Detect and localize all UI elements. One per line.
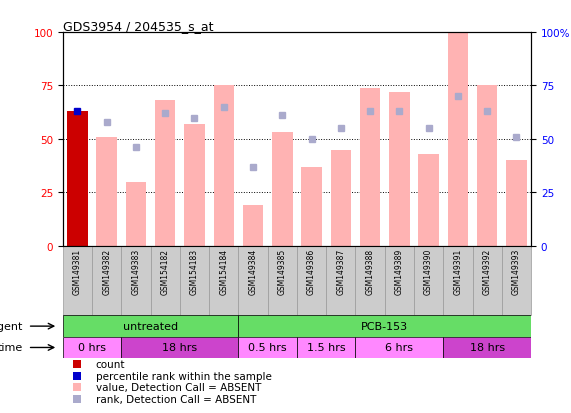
Bar: [472, 246, 502, 316]
Bar: [121, 337, 239, 358]
Bar: [502, 246, 531, 316]
Bar: [360, 88, 380, 246]
Bar: [184, 125, 205, 246]
Bar: [443, 337, 531, 358]
Bar: [243, 206, 263, 246]
Text: value, Detection Call = ABSENT: value, Detection Call = ABSENT: [95, 382, 261, 392]
Bar: [67, 112, 88, 246]
Text: GSM149388: GSM149388: [365, 248, 375, 294]
Bar: [389, 93, 409, 246]
Text: 1.5 hrs: 1.5 hrs: [307, 343, 345, 353]
Bar: [448, 33, 468, 246]
Bar: [268, 246, 297, 316]
Bar: [239, 316, 531, 337]
Bar: [63, 316, 239, 337]
Text: GSM149383: GSM149383: [131, 248, 140, 294]
Text: GSM149386: GSM149386: [307, 248, 316, 294]
Bar: [155, 101, 175, 246]
Bar: [96, 138, 117, 246]
Text: agent: agent: [0, 321, 23, 331]
Bar: [180, 246, 209, 316]
Text: GSM154183: GSM154183: [190, 248, 199, 294]
Bar: [385, 246, 414, 316]
Bar: [272, 133, 292, 246]
Bar: [477, 86, 497, 246]
Text: 18 hrs: 18 hrs: [469, 343, 505, 353]
Text: PCB-153: PCB-153: [361, 321, 408, 331]
Text: 18 hrs: 18 hrs: [162, 343, 198, 353]
Text: percentile rank within the sample: percentile rank within the sample: [95, 371, 271, 381]
Bar: [92, 246, 121, 316]
Text: untreated: untreated: [123, 321, 178, 331]
Bar: [443, 246, 473, 316]
Text: GSM149385: GSM149385: [278, 248, 287, 294]
Text: 6 hrs: 6 hrs: [385, 343, 413, 353]
Text: GSM149384: GSM149384: [248, 248, 258, 294]
Text: GSM149390: GSM149390: [424, 248, 433, 294]
Bar: [414, 246, 443, 316]
Text: GSM149382: GSM149382: [102, 248, 111, 294]
Bar: [121, 246, 151, 316]
Text: GSM149389: GSM149389: [395, 248, 404, 294]
Bar: [301, 167, 322, 246]
Text: time: time: [0, 343, 23, 353]
Bar: [151, 246, 180, 316]
Text: GSM149393: GSM149393: [512, 248, 521, 294]
Text: count: count: [95, 359, 125, 369]
Text: GSM149391: GSM149391: [453, 248, 463, 294]
Bar: [297, 246, 326, 316]
Bar: [297, 337, 355, 358]
Bar: [355, 337, 443, 358]
Bar: [419, 154, 439, 246]
Bar: [331, 150, 351, 246]
Bar: [214, 86, 234, 246]
Text: GSM149387: GSM149387: [336, 248, 345, 294]
Bar: [63, 246, 92, 316]
Text: GSM149381: GSM149381: [73, 248, 82, 294]
Bar: [209, 246, 238, 316]
Bar: [239, 246, 268, 316]
Bar: [63, 337, 121, 358]
Bar: [506, 161, 526, 246]
Text: GDS3954 / 204535_s_at: GDS3954 / 204535_s_at: [63, 20, 214, 33]
Text: rank, Detection Call = ABSENT: rank, Detection Call = ABSENT: [95, 394, 256, 404]
Text: GSM149392: GSM149392: [482, 248, 492, 294]
Bar: [355, 246, 385, 316]
Bar: [326, 246, 355, 316]
Bar: [239, 337, 297, 358]
Text: 0.5 hrs: 0.5 hrs: [248, 343, 287, 353]
Bar: [126, 182, 146, 246]
Text: 0 hrs: 0 hrs: [78, 343, 106, 353]
Text: GSM154184: GSM154184: [219, 248, 228, 294]
Text: GSM154182: GSM154182: [160, 248, 170, 294]
